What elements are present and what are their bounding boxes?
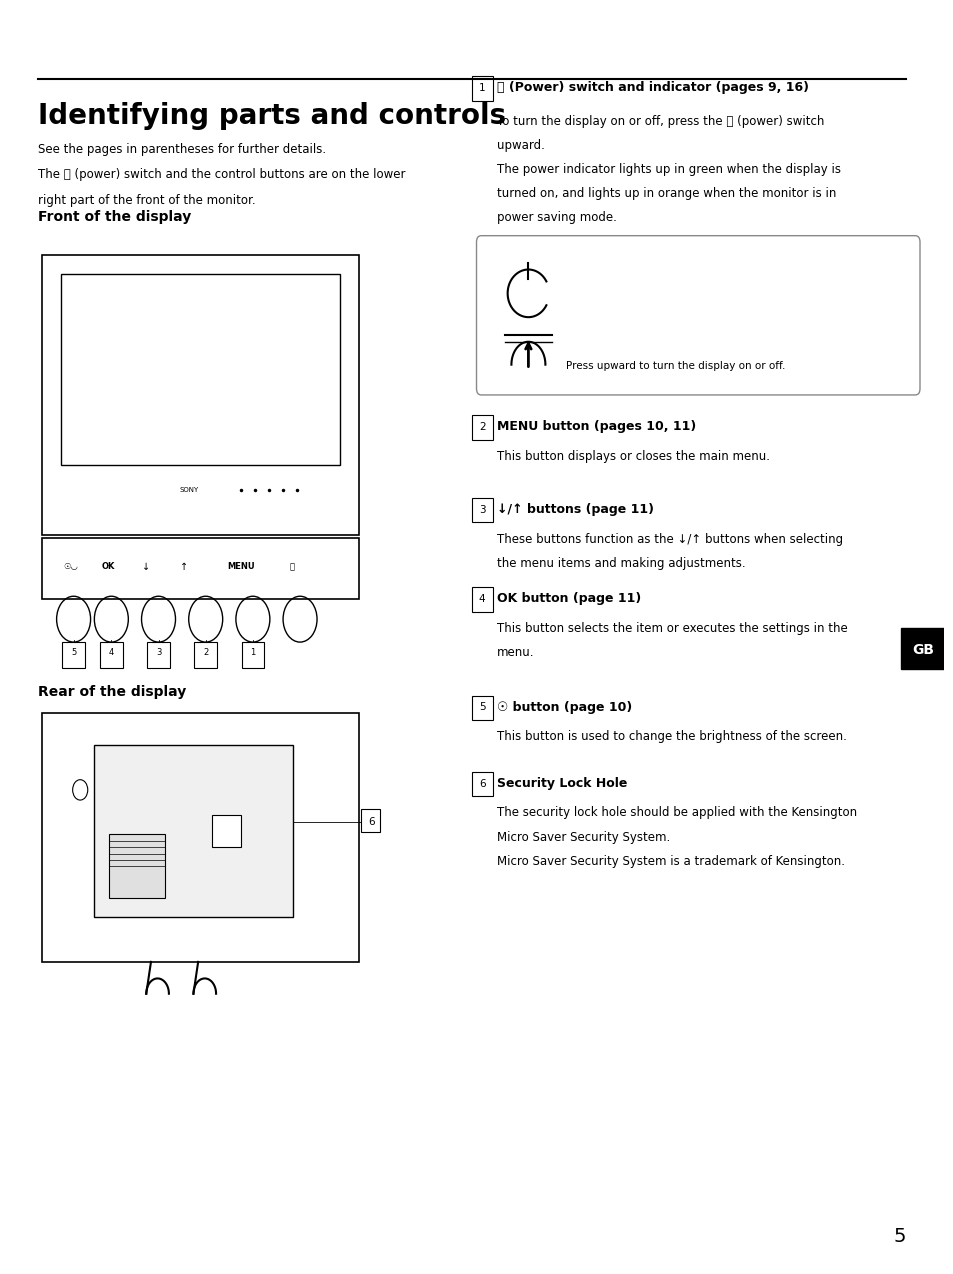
FancyBboxPatch shape (43, 538, 358, 599)
Text: 1: 1 (250, 647, 255, 657)
FancyBboxPatch shape (361, 809, 380, 832)
FancyBboxPatch shape (472, 76, 492, 101)
Text: To turn the display on or off, press the ⏻ (power) switch: To turn the display on or off, press the… (497, 115, 823, 127)
Text: right part of the front of the monitor.: right part of the front of the monitor. (38, 194, 255, 206)
Text: 5: 5 (892, 1227, 905, 1246)
Text: Security Lock Hole: Security Lock Hole (497, 777, 627, 790)
FancyBboxPatch shape (100, 642, 123, 668)
FancyBboxPatch shape (472, 498, 492, 522)
FancyBboxPatch shape (472, 415, 492, 440)
Text: GB: GB (911, 643, 933, 656)
Text: SONY: SONY (179, 488, 198, 493)
Text: ↓/↑ buttons (page 11): ↓/↑ buttons (page 11) (497, 503, 654, 516)
Text: Press upward to turn the display on or off.: Press upward to turn the display on or o… (565, 361, 784, 371)
Text: 6: 6 (478, 778, 485, 789)
Text: MENU: MENU (227, 562, 254, 572)
Text: These buttons function as the ↓/↑ buttons when selecting: These buttons function as the ↓/↑ button… (497, 533, 842, 545)
Text: OK button (page 11): OK button (page 11) (497, 592, 640, 605)
Text: 2: 2 (478, 422, 485, 432)
Text: ⏻ (Power) switch and indicator (pages 9, 16): ⏻ (Power) switch and indicator (pages 9,… (497, 82, 808, 94)
FancyBboxPatch shape (43, 713, 358, 962)
FancyBboxPatch shape (472, 696, 492, 720)
FancyBboxPatch shape (147, 642, 170, 668)
Text: This button displays or closes the main menu.: This button displays or closes the main … (497, 450, 769, 462)
Text: 2: 2 (203, 647, 208, 657)
Text: ☉ button (page 10): ☉ button (page 10) (497, 701, 632, 713)
FancyBboxPatch shape (94, 745, 293, 917)
Text: 4: 4 (478, 594, 485, 604)
FancyBboxPatch shape (472, 772, 492, 796)
FancyBboxPatch shape (213, 815, 240, 847)
Text: Identifying parts and controls: Identifying parts and controls (38, 102, 505, 130)
Text: This button is used to change the brightness of the screen.: This button is used to change the bright… (497, 730, 846, 743)
Text: Rear of the display: Rear of the display (38, 685, 186, 699)
Text: ☉◡: ☉◡ (63, 562, 78, 572)
Text: 3: 3 (478, 505, 485, 515)
FancyBboxPatch shape (194, 642, 216, 668)
Bar (901, 628, 943, 669)
Text: 4: 4 (109, 647, 113, 657)
FancyBboxPatch shape (476, 236, 919, 395)
Text: MENU button (pages 10, 11): MENU button (pages 10, 11) (497, 420, 696, 433)
Text: OK: OK (102, 562, 115, 572)
Text: Micro Saver Security System.: Micro Saver Security System. (497, 831, 670, 843)
Text: upward.: upward. (497, 139, 544, 152)
FancyBboxPatch shape (241, 642, 264, 668)
Text: power saving mode.: power saving mode. (497, 211, 617, 224)
Text: ↑: ↑ (180, 562, 188, 572)
Text: The power indicator lights up in green when the display is: The power indicator lights up in green w… (497, 163, 841, 176)
Text: See the pages in parentheses for further details.: See the pages in parentheses for further… (38, 143, 326, 155)
FancyBboxPatch shape (472, 587, 492, 612)
FancyBboxPatch shape (62, 642, 85, 668)
Text: ↓: ↓ (142, 562, 151, 572)
Text: The ⏻ (power) switch and the control buttons are on the lower: The ⏻ (power) switch and the control but… (38, 168, 405, 181)
FancyBboxPatch shape (43, 255, 358, 535)
Text: 6: 6 (368, 817, 375, 827)
FancyBboxPatch shape (61, 274, 339, 465)
Text: menu.: menu. (497, 646, 535, 659)
Text: Micro Saver Security System is a trademark of Kensington.: Micro Saver Security System is a tradema… (497, 855, 844, 868)
Text: The security lock hole should be applied with the Kensington: The security lock hole should be applied… (497, 806, 857, 819)
Text: ⏻: ⏻ (290, 562, 294, 572)
Text: 5: 5 (478, 702, 485, 712)
Text: 1: 1 (478, 83, 485, 93)
Text: the menu items and making adjustments.: the menu items and making adjustments. (497, 557, 745, 569)
Text: turned on, and lights up in orange when the monitor is in: turned on, and lights up in orange when … (497, 187, 836, 200)
Text: 3: 3 (155, 647, 161, 657)
Text: 5: 5 (71, 647, 76, 657)
Text: Front of the display: Front of the display (38, 210, 191, 224)
FancyBboxPatch shape (109, 834, 165, 898)
Text: This button selects the item or executes the settings in the: This button selects the item or executes… (497, 622, 847, 634)
